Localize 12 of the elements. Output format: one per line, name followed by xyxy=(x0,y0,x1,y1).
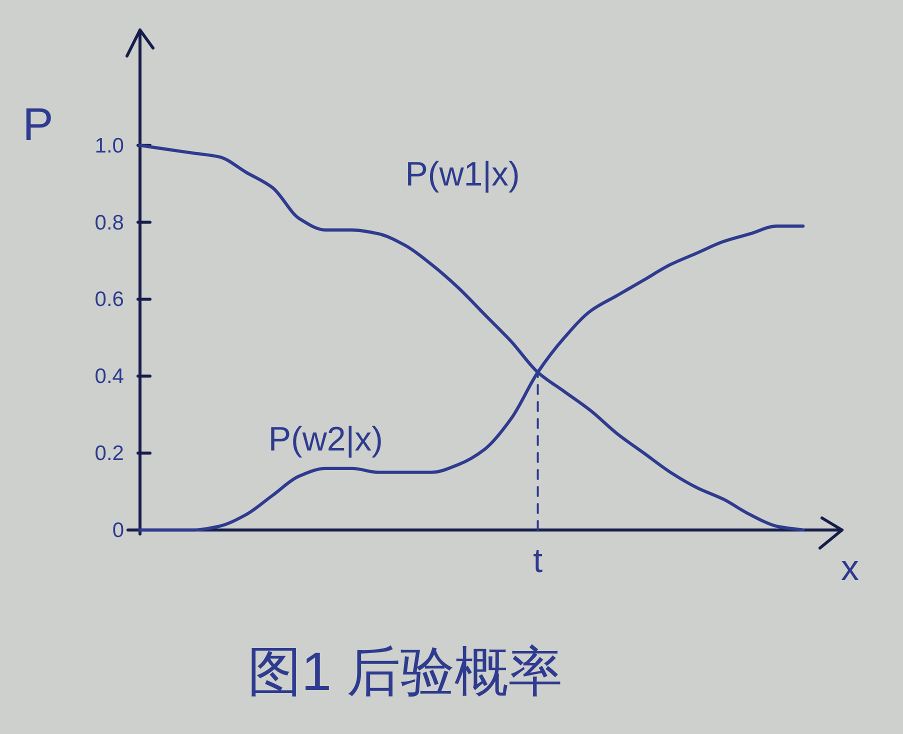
series-label: P(w2|x) xyxy=(268,420,383,458)
y-tick-label: 0.6 xyxy=(94,288,124,312)
y-tick-label: 0.2 xyxy=(94,442,124,466)
x-ticks: t xyxy=(533,542,543,580)
y-tick-label: 0.4 xyxy=(94,365,124,388)
y-tick-label: 0 xyxy=(112,519,124,542)
y-tick-label: 1.0 xyxy=(94,134,124,158)
series-label: P(w1|x) xyxy=(405,155,520,194)
x-axis-title: x xyxy=(841,547,859,588)
text: 图1 后验概率 xyxy=(247,642,563,702)
y-axis-title: P xyxy=(22,98,54,150)
y-tick-label: 0.8 xyxy=(94,211,124,234)
